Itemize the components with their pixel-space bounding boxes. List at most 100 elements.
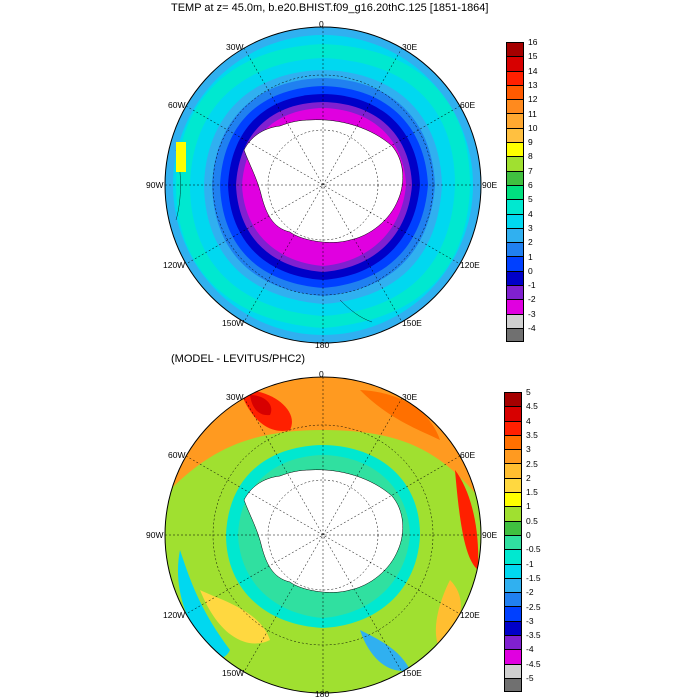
top-map-title: TEMP at z= 45.0m, b.e20.BHIST.f09_g16.20… bbox=[171, 2, 489, 14]
top-colorbar-label: 3 bbox=[528, 222, 533, 233]
bottom-colorbar-label: 1 bbox=[526, 501, 531, 512]
top-colorbar-label: 13 bbox=[528, 79, 538, 90]
bottom-colorbar-box bbox=[504, 635, 522, 650]
top-lon-label-60w: 60W bbox=[168, 100, 186, 110]
bottom-colorbar-label: -1.5 bbox=[526, 572, 541, 583]
bottom-lon-label-30w: 30W bbox=[226, 392, 244, 402]
bottom-colorbar-label: -4 bbox=[526, 644, 534, 655]
top-colorbar bbox=[506, 42, 524, 343]
bottom-colorbar-label: -4.5 bbox=[526, 658, 541, 669]
top-lon-label-30w: 30W bbox=[226, 42, 244, 52]
bottom-colorbar bbox=[504, 392, 522, 693]
bottom-colorbar-box bbox=[504, 620, 522, 636]
top-lon-label-150w: 150W bbox=[222, 318, 245, 328]
bottom-colorbar-label: 1.5 bbox=[526, 487, 538, 498]
bottom-lon-label-0: 0 bbox=[319, 369, 324, 379]
bottom-lon-label-120e: 120E bbox=[460, 610, 480, 620]
top-colorbar-box bbox=[506, 99, 524, 114]
top-lon-label-150e: 150E bbox=[402, 318, 422, 328]
bottom-lon-label-30e: 30E bbox=[402, 392, 418, 402]
top-colorbar-box bbox=[506, 56, 524, 71]
bottom-colorbar-box bbox=[504, 406, 522, 421]
bottom-colorbar-label: 0 bbox=[526, 530, 531, 540]
top-colorbar-label: 9 bbox=[528, 137, 533, 148]
bottom-colorbar-box bbox=[504, 520, 522, 535]
bottom-polar-map bbox=[164, 376, 482, 694]
bottom-colorbar-label: -1 bbox=[526, 558, 534, 569]
top-colorbar-label: 5 bbox=[528, 194, 533, 205]
bottom-colorbar-box bbox=[504, 649, 522, 664]
top-colorbar-box bbox=[506, 256, 524, 271]
bottom-lon-label-90w: 90W bbox=[146, 530, 164, 540]
top-colorbar-label: 7 bbox=[528, 165, 533, 176]
bottom-colorbar-label: 3 bbox=[526, 444, 531, 455]
bottom-lon-label-180: 180 bbox=[315, 689, 330, 699]
bottom-colorbar-label: -5 bbox=[526, 673, 534, 683]
bottom-colorbar-box bbox=[504, 677, 522, 693]
top-colorbar-label: 2 bbox=[528, 237, 533, 248]
bottom-colorbar-box bbox=[504, 449, 522, 464]
top-colorbar-label: 16 bbox=[528, 37, 538, 47]
top-colorbar-box bbox=[506, 84, 524, 100]
bottom-colorbar-box bbox=[504, 592, 522, 607]
top-colorbar-box bbox=[506, 42, 524, 57]
bottom-colorbar-label: 2.5 bbox=[526, 458, 538, 469]
top-colorbar-box bbox=[506, 113, 524, 128]
top-lon-label-90w: 90W bbox=[146, 180, 164, 190]
bottom-colorbar-label: -2 bbox=[526, 587, 534, 598]
bottom-colorbar-box bbox=[504, 463, 522, 478]
top-lon-label-0: 0 bbox=[319, 19, 324, 29]
top-colorbar-label: 8 bbox=[528, 151, 533, 162]
bottom-lon-label-60e: 60E bbox=[460, 450, 476, 460]
bottom-colorbar-box bbox=[504, 434, 522, 450]
top-lon-label-60e: 60E bbox=[460, 100, 476, 110]
top-colorbar-box bbox=[506, 327, 524, 343]
bottom-colorbar-label: -2.5 bbox=[526, 601, 541, 612]
top-colorbar-label: -4 bbox=[528, 323, 536, 333]
top-colorbar-box bbox=[506, 313, 524, 328]
bottom-colorbar-label: 0.5 bbox=[526, 515, 538, 526]
bottom-colorbar-box bbox=[504, 577, 522, 593]
top-lon-label-120e: 120E bbox=[460, 260, 480, 270]
top-lon-label-30e: 30E bbox=[402, 42, 418, 52]
top-colorbar-box bbox=[506, 213, 524, 228]
top-colorbar-box bbox=[506, 184, 524, 200]
bottom-colorbar-box bbox=[504, 534, 522, 550]
top-colorbar-box bbox=[506, 199, 524, 214]
top-lon-label-120w: 120W bbox=[163, 260, 186, 270]
bottom-colorbar-label: -0.5 bbox=[526, 544, 541, 555]
bottom-colorbar-box bbox=[504, 549, 522, 564]
top-lon-label-90e: 90E bbox=[482, 180, 498, 190]
top-colorbar-box bbox=[506, 70, 524, 85]
top-colorbar-box bbox=[506, 142, 524, 157]
bottom-colorbar-label: 5 bbox=[526, 387, 531, 397]
bottom-lon-label-90e: 90E bbox=[482, 530, 498, 540]
top-colorbar-label: 12 bbox=[528, 94, 538, 105]
top-colorbar-label: 15 bbox=[528, 51, 538, 62]
bottom-colorbar-box bbox=[504, 506, 522, 521]
top-colorbar-box bbox=[506, 127, 524, 143]
bottom-colorbar-box bbox=[504, 663, 522, 678]
top-colorbar-label: 14 bbox=[528, 65, 538, 76]
bottom-lon-label-60w: 60W bbox=[168, 450, 186, 460]
bottom-map-title: (MODEL - LEVITUS/PHC2) bbox=[171, 353, 306, 365]
bottom-lon-label-150w: 150W bbox=[222, 668, 245, 678]
bottom-colorbar-box bbox=[504, 492, 522, 507]
bottom-colorbar-label: 2 bbox=[526, 472, 531, 483]
bottom-colorbar-label: -3 bbox=[526, 615, 534, 626]
bottom-colorbar-label: -3.5 bbox=[526, 630, 541, 641]
top-colorbar-label: 0 bbox=[528, 265, 533, 276]
bottom-colorbar-box bbox=[504, 477, 522, 493]
bottom-colorbar-box bbox=[504, 392, 522, 407]
top-colorbar-label: 11 bbox=[528, 108, 537, 119]
top-colorbar-label: -2 bbox=[528, 294, 536, 305]
bottom-colorbar-label: 3.5 bbox=[526, 429, 538, 440]
top-colorbar-box bbox=[506, 299, 524, 314]
top-lon-label-180: 180 bbox=[315, 340, 330, 350]
bottom-colorbar-box bbox=[504, 563, 522, 578]
bottom-colorbar-box bbox=[504, 420, 522, 435]
bottom-lon-label-150e: 150E bbox=[402, 668, 422, 678]
top-colorbar-label: 1 bbox=[528, 251, 533, 262]
top-colorbar-box bbox=[506, 156, 524, 171]
bottom-colorbar-label: 4 bbox=[526, 415, 531, 426]
